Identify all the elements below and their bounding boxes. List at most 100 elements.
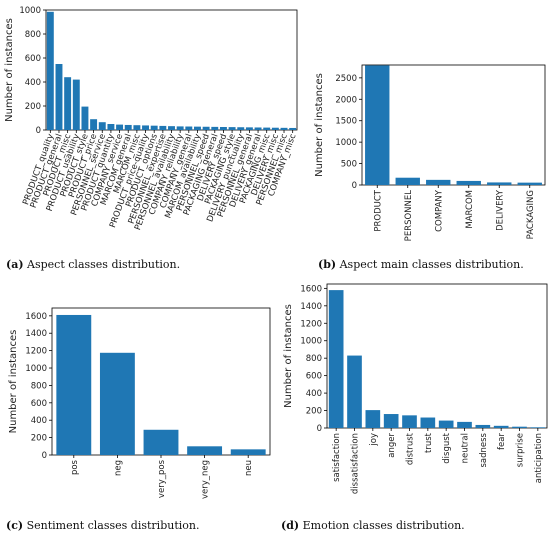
y-tick-label: 1000 [335,138,357,148]
bar [107,124,115,130]
bar [289,127,297,130]
bar [55,64,63,130]
y-tick-label: 2500 [335,74,357,84]
bar [98,122,106,130]
bar [493,425,509,428]
x-tick-label: disgust [442,432,452,463]
caption-b: (b) Aspect main classes distribution. [318,258,524,271]
y-tick-label: 600 [306,372,322,382]
x-tick-label: DELIVERY [495,189,505,231]
y-axis-label: Number of instances [8,330,19,434]
x-tick-label: anger [387,432,397,457]
bar [185,126,193,130]
y-tick-label: 1400 [300,302,322,312]
aspect-main-classes-chart: 0 500 1000 1500 2000 2500 Number of instances P… [314,64,546,242]
emotion-classes-chart: 0 200 400 600 800 1000 1200 1400 1600 Number of i… [283,283,548,494]
bar [457,421,472,428]
x-tick-label: dissatisfaction [351,433,361,494]
caption-d: (d) Emotion classes distribution. [281,519,465,532]
y-axis-label: Number of instances [314,73,325,177]
bar [211,126,219,130]
bar [168,126,175,130]
x-tick-label: surprise [516,433,526,467]
y-axis-label: Number of instances [4,18,15,122]
caption-a-text: Aspect classes distribution. [27,258,181,271]
bar [81,106,89,130]
y-tick-label: 0 [36,126,41,136]
caption-b-letter: (b) [318,258,337,271]
bar [254,127,262,130]
y-tick-label: 400 [31,416,47,426]
y-tick-label: 1200 [300,319,322,329]
plot-frame [361,64,546,186]
bar [150,125,158,130]
y-tick-label: 400 [25,78,41,88]
x-tick-label: COMPANY [434,189,444,232]
y-tick-label: 800 [25,30,41,40]
bar [133,125,141,130]
bar [420,417,436,428]
y-tick-label: 0 [317,424,322,434]
bar [187,446,223,455]
bar [176,126,184,130]
sentiment-classes-chart: 0 200 400 600 800 1000 1200 1400 1600 Number of i… [8,307,271,499]
y-axis-label: Number of instances [283,304,294,408]
x-tick-label: PACKAGING [526,190,536,239]
bar [228,127,236,130]
bar [328,290,344,428]
y-tick-label: 1600 [25,312,47,322]
y-tick-label: 200 [31,434,47,444]
x-tick-label: pos [70,459,80,475]
bar [116,124,124,130]
y-tick-label: 0 [42,451,47,461]
bar [159,125,167,130]
bar [99,352,135,455]
bar [487,182,512,185]
bar [219,127,227,130]
y-tick-label: 1000 [300,337,322,347]
bar [271,127,279,130]
bar [395,177,420,185]
bar [64,77,72,130]
x-tick-label: satisfaction [332,433,342,482]
y-tick-label: 600 [31,399,47,409]
bar [347,355,362,428]
y-tick-label: 1000 [25,364,47,374]
x-tick-label: PRODUCT [373,189,383,231]
plot-frame [326,283,548,429]
bar [245,127,253,130]
x-tick-label: neg [113,460,123,476]
x-tick-label: joy [369,433,379,447]
bar [124,124,132,130]
y-tick-label: 1500 [335,117,357,127]
bar [90,119,98,130]
bar [402,415,417,428]
bar [202,126,210,130]
caption-d-text: Emotion classes distribution. [302,519,465,532]
bar [438,420,454,428]
y-tick-label: 800 [31,381,47,391]
bar [456,180,481,185]
caption-d-letter: (d) [281,519,300,532]
bar [142,125,149,130]
x-tick-label: neutral [461,433,471,463]
y-tick-label: 1400 [25,329,47,339]
x-tick-label: MARCOM [465,190,475,229]
caption-c: (c) Sentiment classes distribution. [6,519,199,532]
bar [383,414,399,428]
x-tick-label: PERSONNEL [404,190,414,242]
y-tick-label: 200 [306,407,322,417]
bar [143,429,179,455]
y-tick-label: 1000 [19,6,41,16]
x-tick-label: neu [244,460,254,476]
bar [46,11,54,130]
bar [72,79,80,130]
bar [237,127,245,130]
x-tick-label: trust [424,432,434,453]
x-tick-label: very_neg [201,460,211,499]
bar [426,179,451,185]
caption-a: (a) Aspect classes distribution. [6,258,180,271]
x-tick-label: fear [497,433,507,450]
y-tick-label: 600 [25,54,41,64]
